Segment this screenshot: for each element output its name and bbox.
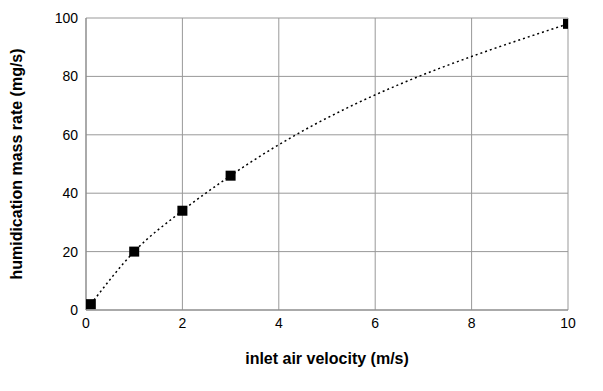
svg-text:100: 100: [55, 10, 79, 26]
svg-text:60: 60: [62, 127, 78, 143]
svg-text:0: 0: [70, 302, 78, 318]
svg-text:20: 20: [62, 244, 78, 260]
svg-text:humidication mass rate (mg/s): humidication mass rate (mg/s): [8, 48, 25, 279]
svg-text:10: 10: [560, 315, 576, 331]
svg-text:8: 8: [468, 315, 476, 331]
svg-text:2: 2: [179, 315, 187, 331]
svg-text:80: 80: [62, 68, 78, 84]
svg-text:inlet air velocity (m/s): inlet air velocity (m/s): [245, 350, 409, 367]
svg-text:4: 4: [275, 315, 283, 331]
svg-text:0: 0: [82, 315, 90, 331]
svg-text:6: 6: [371, 315, 379, 331]
svg-text:40: 40: [62, 185, 78, 201]
